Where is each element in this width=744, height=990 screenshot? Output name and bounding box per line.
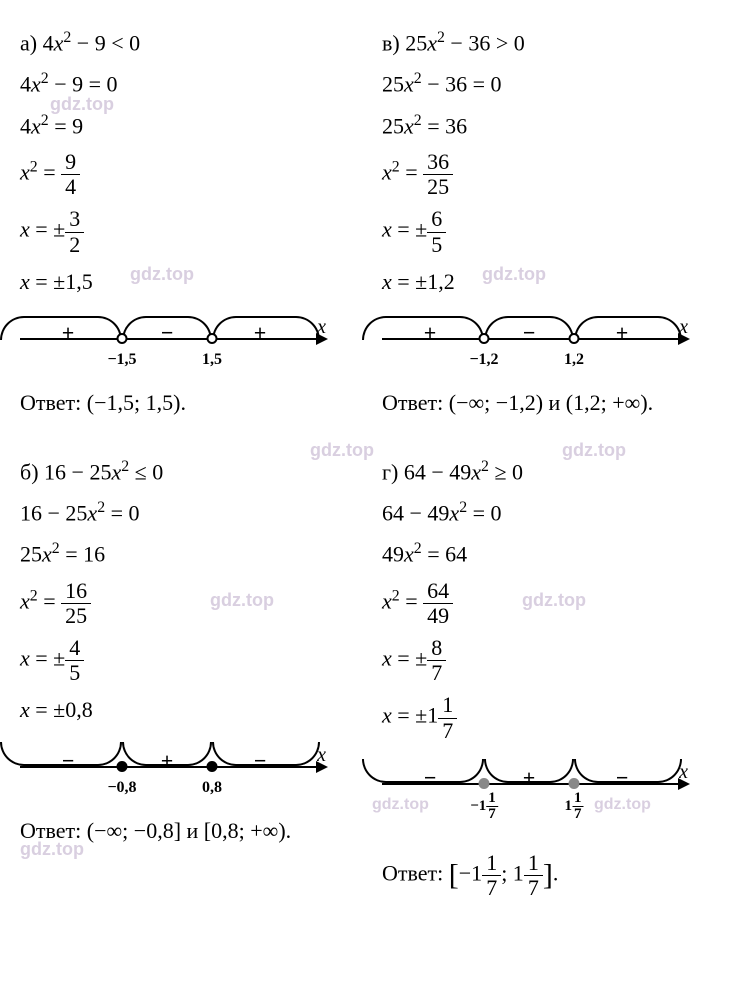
a-eq1: 4x2 − 9 = 0 gdz.top: [20, 67, 362, 100]
row-1: а) 4x2 − 9 < 0 4x2 − 9 = 0 gdz.top 4x2 =…: [20, 18, 724, 447]
watermark: gdz.top: [594, 793, 651, 817]
b-eq2: 25x2 = 16: [20, 537, 362, 570]
a-eq5: x = ±1,5 gdz.top: [20, 265, 362, 298]
watermark: gdz.top: [482, 261, 546, 288]
g-inequality: г) 64 − 49x2 ≥ 0 gdz.top: [382, 455, 724, 488]
problem-b: б) 16 − 25x2 ≤ 0 gdz.top 16 − 25x2 = 0 2…: [20, 447, 362, 928]
v-sign-chart: x + − + −1,2 1,2: [382, 306, 692, 376]
b-eq5: x = ±0,8: [20, 693, 362, 726]
v-inequality: в) 25x2 − 36 > 0: [382, 26, 724, 59]
b-eq1: 16 − 25x2 = 0: [20, 496, 362, 529]
g-eq3: x2 = 6449 gdz.top: [382, 579, 724, 628]
a-eq3: x2 = 94: [20, 150, 362, 199]
row-2: б) 16 − 25x2 ≤ 0 gdz.top 16 − 25x2 = 0 2…: [20, 447, 724, 928]
g-sign-chart: x − + − gdz.top gdz.top −117 117: [382, 751, 692, 841]
v-eq5: x = ±1,2 gdz.top: [382, 265, 724, 298]
v-eq3: x2 = 3625: [382, 150, 724, 199]
v-eq2: 25x2 = 36: [382, 109, 724, 142]
problem-v: в) 25x2 − 36 > 0 25x2 − 36 = 0 25x2 = 36…: [382, 18, 724, 447]
g-eq5: x = ±117: [382, 693, 724, 742]
g-eq4: x = ±87: [382, 636, 724, 685]
v-answer: Ответ: (−∞; −1,2) и (1,2; +∞).: [382, 386, 724, 419]
a-inequality: а) 4x2 − 9 < 0: [20, 26, 362, 59]
b-sign-chart: x − + − −0,8 0,8: [20, 734, 330, 804]
watermark: gdz.top: [130, 261, 194, 288]
watermark: gdz.top: [372, 793, 429, 817]
problem-a: а) 4x2 − 9 < 0 4x2 − 9 = 0 gdz.top 4x2 =…: [20, 18, 362, 447]
g-eq1: 64 − 49x2 = 0: [382, 496, 724, 529]
g-answer: Ответ: [−117; 117].: [382, 851, 724, 900]
g-eq2: 49x2 = 64: [382, 537, 724, 570]
b-eq4: x = ±45: [20, 636, 362, 685]
b-inequality: б) 16 − 25x2 ≤ 0 gdz.top: [20, 455, 362, 488]
v-eq4: x = ±65: [382, 207, 724, 256]
watermark: gdz.top: [210, 587, 274, 614]
problem-g: г) 64 − 49x2 ≥ 0 gdz.top 64 − 49x2 = 0 4…: [382, 447, 724, 928]
a-eq2: 4x2 = 9: [20, 109, 362, 142]
a-sign-chart: x + − + −1,5 1,5: [20, 306, 330, 376]
b-eq3: x2 = 1625 gdz.top: [20, 579, 362, 628]
watermark: gdz.top: [522, 587, 586, 614]
a-eq4: x = ±32: [20, 207, 362, 256]
b-answer: gdz.top Ответ: (−∞; −0,8] и [0,8; +∞).: [20, 814, 362, 847]
a-answer: Ответ: (−1,5; 1,5).: [20, 386, 362, 419]
v-eq1: 25x2 − 36 = 0: [382, 67, 724, 100]
